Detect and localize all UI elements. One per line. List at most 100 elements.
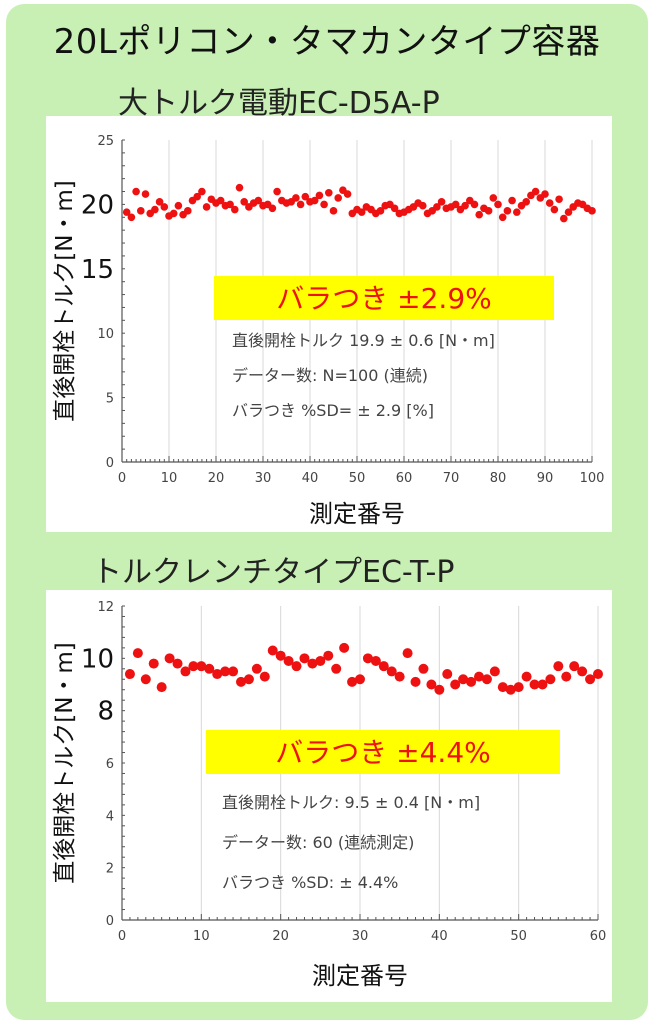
chart1-data-point — [268, 204, 277, 213]
chart2-data-point — [315, 655, 326, 666]
chart1-y-tick-label: 20 — [81, 190, 114, 220]
chart1-y-tick-label: 5 — [106, 392, 114, 407]
chart1-data-point — [541, 190, 549, 198]
chart2-data-point — [267, 645, 278, 656]
chart1-data-point — [315, 191, 324, 200]
chart2-data-point — [426, 679, 437, 690]
chart1-data-point — [494, 200, 502, 209]
chart1-data-point — [560, 214, 568, 223]
chart1-data-point — [160, 203, 169, 211]
chart2-data-point — [481, 674, 492, 685]
chart1-panel: 0 10 20 30 40 50 60 70 80 90 100 0 5 10 15 20 25 測定番号 直後開栓… — [46, 116, 612, 532]
chart2-y-tick-label: 10 — [81, 644, 114, 674]
chart2-data-point — [489, 666, 500, 677]
chart1-data-point — [231, 205, 239, 214]
chart1-data-point — [470, 200, 479, 209]
chart2-data-point — [236, 676, 246, 687]
chart1-data-point — [550, 205, 559, 214]
chart2-data-point — [196, 661, 207, 672]
chart2-data-point — [402, 648, 413, 659]
chart2-data-point — [156, 682, 167, 693]
chart2-data-point — [537, 679, 548, 690]
chart1-x-tick-label: 100 — [580, 471, 605, 486]
chart1-data-point — [127, 213, 136, 222]
chart2-data-point — [164, 653, 175, 664]
chart1-data-point — [451, 200, 460, 209]
chart2-note-1: 直後開栓トルク: 9.5 ± 0.4 [N・m] — [222, 793, 480, 812]
chart1-svg: 0 10 20 30 40 50 60 70 80 90 100 0 5 10 15 20 25 測定番号 直後開栓… — [52, 134, 605, 528]
chart1-data-point — [216, 196, 225, 205]
chart2-svg: 0 10 20 30 40 50 60 0 2 4 6 8 10 12 測定番号 直後開栓トルク[N・m] バラ… — [52, 600, 606, 990]
chart2-data-point — [585, 674, 596, 685]
chart1-data-point — [508, 196, 516, 205]
chart2-data-point — [355, 674, 365, 685]
chart2-data-point — [347, 676, 358, 687]
chart1-data-point — [564, 208, 573, 216]
chart1-data-point — [141, 190, 150, 198]
chart1-data-point — [513, 208, 521, 216]
chart2-data-point — [243, 674, 254, 685]
chart1-data-point — [433, 203, 441, 211]
chart1-x-tick-label: 50 — [349, 471, 366, 486]
chart1-data-point — [437, 198, 446, 206]
chart1-data-point — [198, 187, 206, 196]
chart2-highlight-box — [206, 730, 560, 774]
chart2-data-point — [331, 663, 342, 674]
chart2-data-point — [180, 666, 191, 677]
chart1-data-point — [169, 209, 178, 218]
chart1-data-point — [329, 207, 338, 215]
chart2-data-point — [569, 661, 580, 672]
chart2-data-point — [593, 669, 603, 680]
chart2-data-point — [148, 658, 159, 669]
chart1-data-point — [273, 187, 281, 196]
chart2-data-point — [220, 666, 231, 677]
chart2-y-tick-label: 2 — [106, 862, 114, 877]
chart2-data-point — [553, 661, 564, 672]
chart2-panel: 0 10 20 30 40 50 60 0 2 4 6 8 10 12 測定番号 直後開栓トルク[N・m] バラ… — [46, 590, 612, 1002]
chart1-data-point — [503, 207, 512, 215]
chart1-highlight-text: バラつき ±2.9% — [276, 282, 492, 315]
chart2-title: トルクレンチタイプEC-T-P — [92, 555, 455, 590]
chart1-x-tick-label: 90 — [537, 471, 554, 486]
chart2-data-point — [140, 674, 151, 685]
chart1-x-tick-label: 70 — [443, 471, 460, 486]
chart1-x-tick-label: 80 — [490, 471, 507, 486]
chart2-x-tick-label: 40 — [431, 929, 448, 944]
chart1-x-tick-label: 0 — [118, 471, 126, 486]
chart1-data-point — [522, 198, 530, 206]
chart2-data-point — [172, 658, 183, 669]
chart2-data-point — [362, 653, 373, 664]
chart2-data-point — [450, 679, 461, 690]
chart2-data-point — [132, 648, 143, 659]
chart1-note-3: バラつき %SD= ± 2.9 [%] — [232, 401, 434, 420]
chart1-highlight-box — [214, 276, 554, 320]
chart2-data-point — [394, 671, 405, 682]
chart1-title: 大トルク電動EC-D5A-P — [118, 86, 440, 121]
chart2-x-tick-label: 10 — [193, 929, 210, 944]
chart2-note-2: データー数: 60 (連続測定) — [222, 833, 414, 852]
chart2-x-tick-label: 20 — [272, 929, 289, 944]
chart2-data-point — [458, 674, 469, 685]
chart1-data-point — [484, 207, 493, 215]
chart1-data-point — [489, 194, 498, 202]
chart1-data-point — [498, 213, 507, 222]
chart2-data-point — [339, 642, 350, 653]
chart2-x-tick-label: 50 — [510, 929, 527, 944]
chart1-y-tick-label: 15 — [81, 255, 114, 285]
chart2-data-point — [188, 661, 199, 672]
chart1-data-point — [357, 208, 366, 216]
chart1-note-2: データー数: N=100 (連続) — [232, 366, 428, 385]
chart1-data-point — [545, 199, 554, 207]
chart2-note-3: バラつき %SD: ± 4.4% — [222, 873, 398, 892]
chart1-data-point — [132, 187, 140, 196]
chart2-y-tick-label: 8 — [97, 697, 114, 727]
chart2-x-tick-label: 30 — [352, 929, 369, 944]
chart2-data-point — [521, 671, 532, 682]
chart1-data-point — [531, 187, 540, 196]
chart1-data-point — [292, 194, 300, 202]
chart1-data-point — [320, 200, 328, 209]
chart1-x-tick-label: 60 — [396, 471, 413, 486]
chart2-data-point — [259, 671, 270, 682]
chart2-data-point — [307, 658, 318, 669]
page-title: 20Lポリコン・タマカンタイプ容器 — [53, 22, 601, 62]
